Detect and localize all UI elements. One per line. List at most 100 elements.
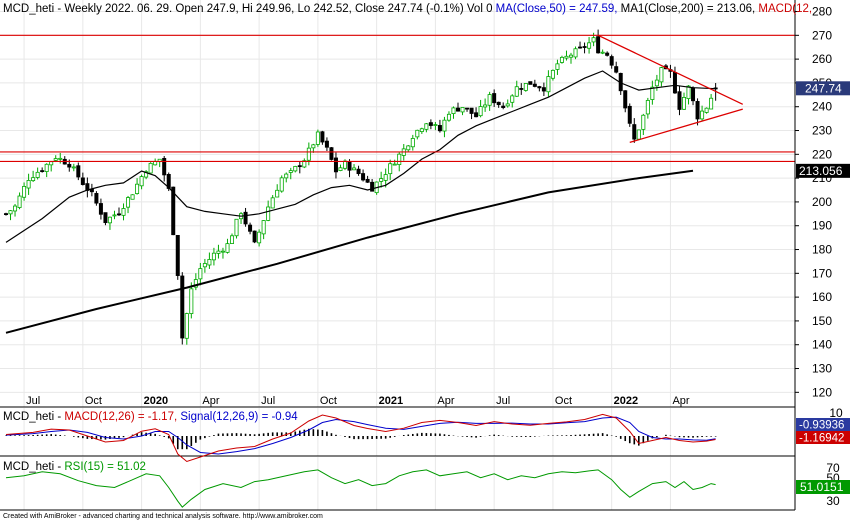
candle <box>162 155 167 182</box>
candle <box>582 42 587 54</box>
time-tick-label: 2022 <box>614 395 638 407</box>
time-tick-label: Apr <box>437 395 454 407</box>
candle <box>537 85 542 92</box>
time-tick-label: 2020 <box>144 395 168 407</box>
candle <box>94 191 99 206</box>
price-tick-label: 230 <box>812 124 832 138</box>
candle <box>668 64 673 78</box>
close-price-label: 247.74 <box>805 81 842 95</box>
candle <box>469 107 474 120</box>
candle <box>501 102 506 110</box>
candle <box>4 212 9 216</box>
ma200-value-box <box>796 163 850 178</box>
candle <box>175 234 180 280</box>
footer-credit: Created with AmiBroker - advanced charti… <box>3 513 323 520</box>
candle <box>709 94 714 110</box>
candle <box>682 92 687 110</box>
candle <box>424 123 429 133</box>
candle <box>31 170 36 182</box>
candle <box>550 69 555 81</box>
price-tick-label: 170 <box>812 266 832 280</box>
triangle-upper-trendline <box>597 34 744 105</box>
close-price-box <box>796 81 850 96</box>
rsi-value-label: 51.0151 <box>800 480 844 494</box>
candle <box>243 207 248 227</box>
candle <box>26 173 31 195</box>
candle <box>144 170 149 180</box>
candle <box>677 85 682 116</box>
candle <box>496 101 501 108</box>
candle <box>112 210 117 220</box>
price-panel[interactable] <box>0 0 795 510</box>
candle <box>587 37 592 54</box>
candle <box>442 116 447 138</box>
candle <box>248 222 253 235</box>
candle <box>234 218 239 239</box>
candle <box>225 238 230 254</box>
candle <box>650 80 655 105</box>
signal-line <box>5 416 716 455</box>
price-tick-label: 180 <box>812 243 832 257</box>
candle <box>623 90 628 113</box>
candle <box>22 182 27 201</box>
candle <box>257 229 262 247</box>
price-tick-label: 140 <box>812 338 832 352</box>
candle <box>433 122 438 131</box>
candle <box>189 282 194 319</box>
candle <box>532 79 537 88</box>
macd-header: MCD_heti - MACD(12,26) = -1.17, Signal(1… <box>3 411 298 423</box>
candle <box>645 97 650 119</box>
candle <box>600 49 605 55</box>
time-tick-label: Oct <box>85 395 102 407</box>
candle <box>392 159 397 166</box>
price-tick-label: 150 <box>812 314 832 328</box>
candle <box>71 163 76 172</box>
candle <box>148 162 153 174</box>
candle <box>338 164 343 172</box>
candle <box>410 134 415 151</box>
candle <box>315 129 320 147</box>
candle <box>261 220 266 240</box>
candle <box>415 129 420 140</box>
candle <box>686 85 691 105</box>
candle <box>700 105 705 122</box>
candle <box>216 244 221 259</box>
candle <box>614 61 619 74</box>
candle <box>320 130 325 145</box>
candle <box>76 162 81 181</box>
candle <box>573 46 578 60</box>
triangle-lower-trendline <box>629 108 743 144</box>
candle <box>510 94 515 108</box>
candle <box>419 127 424 134</box>
candle <box>569 52 574 64</box>
candle <box>85 177 90 198</box>
rsi-tick-label: 30 <box>826 494 840 508</box>
candle <box>460 107 465 116</box>
candle <box>252 230 257 244</box>
candle <box>126 195 131 214</box>
candle <box>229 233 234 244</box>
price-tick-label: 220 <box>812 147 832 161</box>
candle <box>388 159 393 181</box>
candle <box>406 145 411 153</box>
candle <box>605 51 610 57</box>
time-tick-label: Apr <box>672 395 689 407</box>
ma200-line <box>5 169 694 334</box>
time-tick-label: 2021 <box>379 395 403 407</box>
time-tick-label: Apr <box>202 395 219 407</box>
candle <box>324 137 329 151</box>
candle <box>578 41 583 49</box>
candle <box>103 212 108 226</box>
macd-line <box>5 413 716 463</box>
candle <box>270 195 275 209</box>
candle <box>352 164 357 171</box>
price-tick-label: 240 <box>812 100 832 114</box>
candle <box>44 163 49 178</box>
price-tick-label: 270 <box>812 28 832 42</box>
signal-value-box <box>796 431 850 444</box>
candle <box>135 178 140 195</box>
candle <box>465 107 470 112</box>
candle <box>523 83 528 92</box>
candle <box>288 167 293 180</box>
